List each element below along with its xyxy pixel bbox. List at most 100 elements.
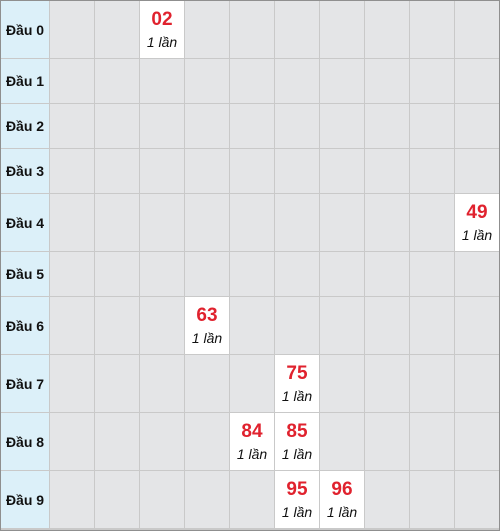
empty-cell (320, 194, 364, 251)
empty-cell (95, 297, 139, 354)
number: 49 (466, 201, 488, 223)
empty-cell (365, 252, 409, 296)
row-label: Đầu 0 (1, 1, 49, 58)
empty-cell (455, 59, 499, 103)
empty-cell (365, 297, 409, 354)
empty-cell (455, 297, 499, 354)
empty-cell (50, 59, 94, 103)
empty-cell (410, 355, 454, 412)
number: 96 (331, 478, 353, 500)
empty-cell (455, 471, 499, 528)
empty-cell (50, 355, 94, 412)
empty-cell (140, 297, 184, 354)
empty-cell (320, 297, 364, 354)
row-label: Đầu 1 (1, 59, 49, 103)
empty-cell (185, 59, 229, 103)
empty-cell (320, 104, 364, 148)
empty-cell (410, 104, 454, 148)
empty-cell (50, 413, 94, 470)
number: 95 (286, 478, 308, 500)
empty-cell (320, 413, 364, 470)
number: 75 (286, 362, 308, 384)
row-label: Đầu 5 (1, 252, 49, 296)
empty-cell (365, 471, 409, 528)
count: 1 lần (326, 503, 358, 520)
empty-cell (95, 355, 139, 412)
empty-cell (410, 59, 454, 103)
empty-cell (140, 355, 184, 412)
empty-cell (410, 1, 454, 58)
empty-cell (95, 413, 139, 470)
empty-cell (320, 59, 364, 103)
empty-cell (140, 149, 184, 193)
empty-cell (230, 252, 274, 296)
count: 1 lần (461, 226, 493, 243)
empty-cell (365, 194, 409, 251)
empty-cell (140, 104, 184, 148)
count: 1 lần (236, 445, 268, 462)
empty-cell (230, 355, 274, 412)
empty-cell (185, 194, 229, 251)
count: 1 lần (281, 445, 313, 462)
empty-cell (230, 104, 274, 148)
number-cell: 49 1 lần (455, 194, 499, 251)
empty-cell (95, 59, 139, 103)
row-label: Đầu 8 (1, 413, 49, 470)
empty-cell (50, 252, 94, 296)
number: 85 (286, 420, 308, 442)
empty-cell (50, 297, 94, 354)
empty-cell (140, 59, 184, 103)
number: 63 (196, 304, 218, 326)
empty-cell (455, 413, 499, 470)
empty-cell (365, 104, 409, 148)
empty-cell (230, 471, 274, 528)
row-label: Đầu 6 (1, 297, 49, 354)
count: 1 lần (281, 387, 313, 404)
empty-cell (95, 1, 139, 58)
number: 84 (241, 420, 263, 442)
empty-cell (50, 149, 94, 193)
empty-cell (455, 149, 499, 193)
empty-cell (230, 297, 274, 354)
empty-cell (185, 471, 229, 528)
empty-cell (140, 471, 184, 528)
empty-cell (230, 149, 274, 193)
empty-cell (455, 1, 499, 58)
empty-cell (185, 355, 229, 412)
row-label: Đầu 4 (1, 194, 49, 251)
count: 1 lần (146, 33, 178, 50)
empty-cell (365, 413, 409, 470)
empty-cell (95, 194, 139, 251)
empty-cell (95, 104, 139, 148)
count: 1 lần (281, 503, 313, 520)
row-label: Đầu 2 (1, 104, 49, 148)
empty-cell (230, 194, 274, 251)
number-cell: 75 1 lần (275, 355, 319, 412)
empty-cell (185, 104, 229, 148)
number-cell: 02 1 lần (140, 1, 184, 58)
row-label: Đầu 3 (1, 149, 49, 193)
empty-cell (50, 1, 94, 58)
empty-cell (185, 149, 229, 193)
number-cell: 96 1 lần (320, 471, 364, 528)
empty-cell (95, 149, 139, 193)
empty-cell (275, 59, 319, 103)
empty-cell (185, 252, 229, 296)
empty-cell (95, 471, 139, 528)
empty-cell (185, 1, 229, 58)
empty-cell (275, 297, 319, 354)
empty-cell (320, 252, 364, 296)
row-label: Đầu 7 (1, 355, 49, 412)
empty-cell (320, 355, 364, 412)
count: 1 lần (191, 329, 223, 346)
empty-cell (410, 149, 454, 193)
empty-cell (410, 194, 454, 251)
empty-cell (50, 104, 94, 148)
empty-cell (365, 149, 409, 193)
empty-cell (410, 297, 454, 354)
empty-cell (185, 413, 229, 470)
empty-cell (230, 59, 274, 103)
number-cell: 63 1 lần (185, 297, 229, 354)
empty-cell (95, 252, 139, 296)
